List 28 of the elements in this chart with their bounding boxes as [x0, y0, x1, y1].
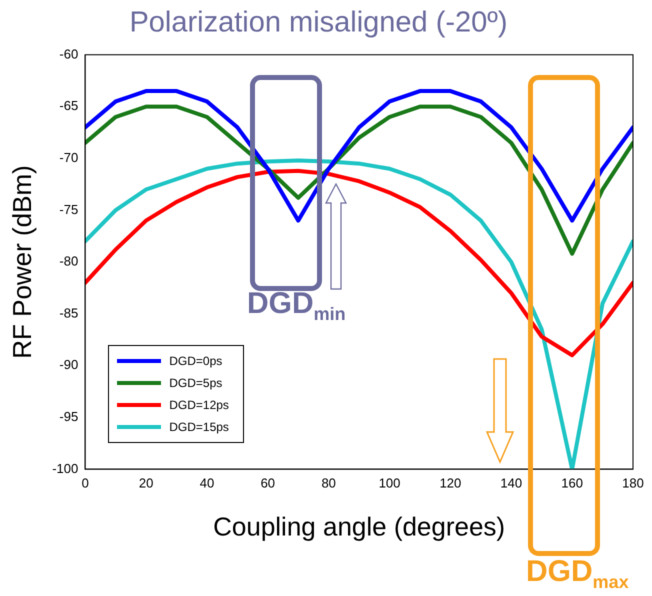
- y-tick-label: -80: [59, 254, 78, 269]
- legend-label: DGD=15ps: [169, 420, 229, 434]
- x-tick-label: 60: [260, 476, 276, 491]
- text: DGD$_{max}$: [526, 555, 629, 593]
- x-tick-label: 40: [200, 476, 214, 491]
- y-tick-label: -90: [59, 357, 78, 372]
- y-tick-label: -95: [59, 408, 78, 424]
- legend-label: DGD=0ps: [169, 354, 222, 368]
- x-tick-label: 20: [138, 476, 154, 491]
- legend-label: DGD=5ps: [169, 376, 222, 390]
- y-tick-label: -85: [59, 305, 78, 320]
- x-tick-label: 180: [622, 476, 644, 491]
- legend-label: DGD=12ps: [169, 398, 229, 412]
- y-tick-label: -75: [59, 202, 78, 217]
- x-tick-label: 140: [500, 476, 522, 491]
- y-axis-title: RF Power (dBm): [6, 165, 37, 359]
- annotation: DGD$_{min}$: [247, 287, 346, 325]
- chart-title: Polarization misaligned (-20º): [129, 6, 508, 38]
- y-tick-label: -60: [59, 46, 78, 62]
- y-tick-label: -70: [59, 150, 78, 165]
- x-tick-label: 120: [440, 476, 462, 491]
- x-tick-label: 80: [321, 476, 336, 491]
- x-tick-label: 0: [82, 476, 89, 491]
- y-tick-label: -100: [52, 460, 78, 476]
- y-tick-label: -65: [59, 98, 78, 114]
- x-tick-label: 160: [561, 476, 583, 491]
- x-tick-label: 100: [378, 476, 400, 491]
- x-axis-title: Coupling angle (degrees): [213, 512, 506, 542]
